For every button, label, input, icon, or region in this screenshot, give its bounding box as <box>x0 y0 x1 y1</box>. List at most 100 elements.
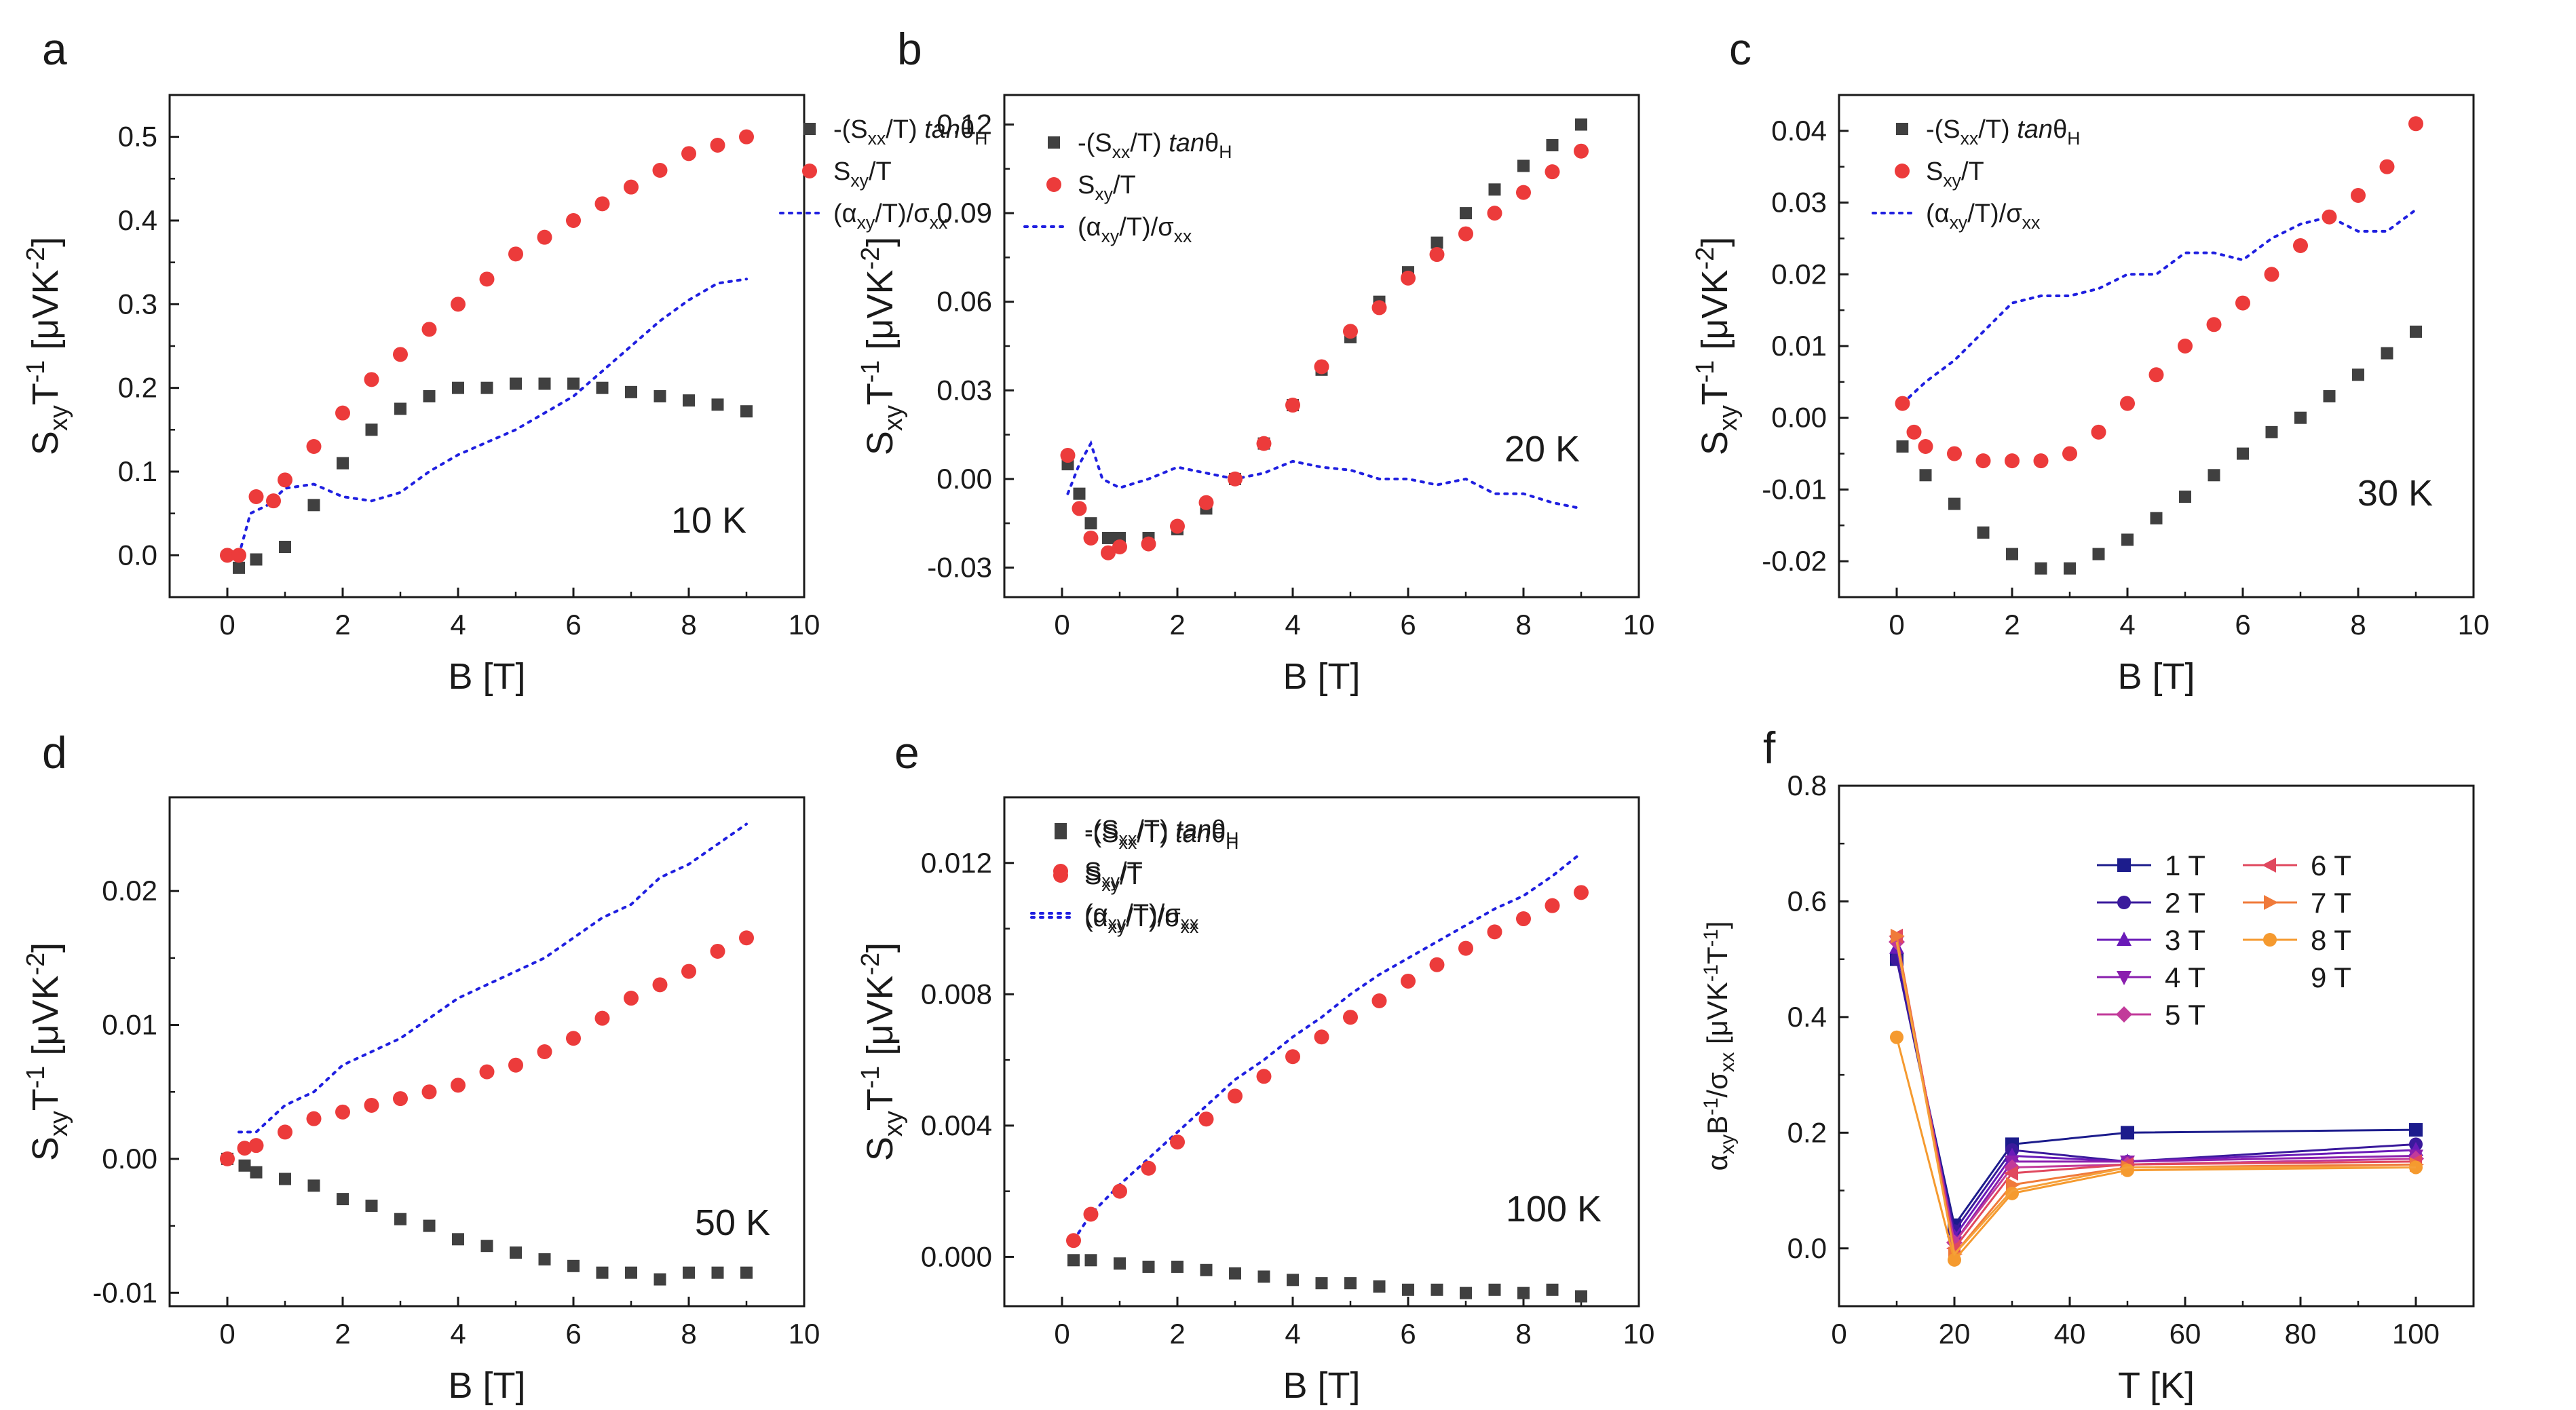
text-span: -1 <box>22 1066 50 1089</box>
series-tan-marker <box>394 402 406 415</box>
series-sxy-marker <box>306 1111 322 1126</box>
y-tick-label: 0.4 <box>1787 1001 1827 1033</box>
text-span: xy <box>1716 1135 1739 1155</box>
text-span: xy <box>1101 871 1120 891</box>
series-sxy-marker <box>248 489 264 504</box>
x-tick-label: 0 <box>1054 609 1069 641</box>
text-span: S <box>25 431 66 455</box>
series-sxy-marker <box>451 1078 466 1093</box>
series-tan-marker <box>625 1266 637 1279</box>
text-span: T <box>25 383 66 405</box>
plot-frame <box>168 796 806 1308</box>
text-span: xx <box>2022 212 2041 233</box>
y-tick-label: 0.02 <box>1771 258 1827 290</box>
text-span: ] <box>1694 237 1735 247</box>
series-tan-marker <box>1431 236 1443 249</box>
series-sxy-marker <box>2005 453 2020 469</box>
x-tick-label: 6 <box>1400 609 1416 641</box>
text-span: xy <box>45 405 73 431</box>
text-span: ] <box>25 237 66 247</box>
series-sxy-marker <box>1314 359 1329 375</box>
text-span: -(S <box>1078 129 1112 157</box>
series-tan-marker <box>1575 1290 1587 1303</box>
text-span: -(S <box>1084 820 1119 848</box>
text-span: [μVK <box>860 270 901 360</box>
series-tan-marker <box>510 1246 522 1259</box>
text-span: T <box>1694 383 1735 405</box>
text-span: -2 <box>856 247 885 270</box>
temperature-label: 100 K <box>1506 1189 1602 1230</box>
data-point <box>2409 1123 2423 1137</box>
x-axis-label: B [T] <box>1283 656 1360 697</box>
x-tick-label: 4 <box>2119 609 2135 641</box>
series-sxy-marker <box>2235 295 2250 311</box>
text-span: xx <box>868 128 886 149</box>
series-sxy-marker <box>393 1091 408 1107</box>
x-tick-label: 2 <box>2004 609 2020 641</box>
text-span: xx <box>1119 833 1137 853</box>
text-span: /T <box>1120 862 1143 890</box>
series-sxy-marker <box>2322 209 2337 225</box>
series-sxy-marker <box>1401 973 1416 989</box>
series-sxy-marker <box>1141 1160 1156 1176</box>
series-tan-marker <box>1344 1277 1357 1290</box>
x-tick-label: 0 <box>219 609 235 641</box>
series-sxy-marker <box>220 1151 235 1166</box>
series-tan-marker <box>337 457 349 470</box>
text-span: /σ <box>1701 1072 1733 1098</box>
series-sxy-marker <box>1112 539 1127 554</box>
series-tan-marker <box>250 553 263 566</box>
series-sxy-marker <box>1458 940 1473 956</box>
legend-label: 5 T <box>2165 999 2205 1031</box>
series-tan-marker <box>423 1219 436 1232</box>
y-tick-label: -0.03 <box>927 551 992 583</box>
series-tan-marker <box>1315 1277 1328 1290</box>
y-tick-label: 0.4 <box>118 204 157 236</box>
text-span: S <box>1926 157 1943 186</box>
plot-frame <box>1838 784 2475 1308</box>
series-sxy-marker <box>2379 159 2395 174</box>
legend-label-alpha: (αxy/T)/σxx <box>1078 213 1192 246</box>
series-tan-marker <box>452 1233 464 1246</box>
series-tan-marker <box>365 423 378 436</box>
series-tan-marker <box>1546 1283 1559 1296</box>
series-line <box>1895 959 2417 1228</box>
legend-label: 3 T <box>2165 924 2205 956</box>
text-span: xy <box>1101 226 1120 246</box>
text-span: θ <box>2053 115 2067 144</box>
y-tick-label: 0.02 <box>102 875 157 907</box>
text-span: [μVK <box>860 976 901 1066</box>
text-span: /T) <box>1978 115 2017 144</box>
series-sxy-marker <box>1516 911 1531 927</box>
x-tick-label: 10 <box>789 1318 820 1350</box>
text-span: S <box>1084 862 1101 890</box>
series-sxy-marker <box>1429 247 1445 263</box>
series-sxy-marker <box>710 943 725 959</box>
series-sxy-marker <box>335 405 350 421</box>
series-tan-marker <box>1229 1267 1241 1280</box>
legend-label-sxy: Sxy/T <box>1078 171 1136 204</box>
series-tan-marker <box>1575 118 1587 131</box>
text-span: xy <box>1943 170 1961 191</box>
text-span: -1 <box>856 360 885 383</box>
legend-square-icon <box>803 123 816 135</box>
legend-square-icon <box>1048 136 1060 149</box>
series-tan-marker <box>683 394 695 407</box>
x-tick-label: 4 <box>1285 1318 1300 1350</box>
series-sxy-marker <box>306 439 322 454</box>
temperature-label: 20 K <box>1504 429 1580 470</box>
series-sxy-marker <box>1314 1029 1329 1045</box>
series-sxy-marker <box>1170 1135 1185 1150</box>
series-tan-marker <box>365 1199 378 1212</box>
series-sxy-marker <box>1101 545 1116 560</box>
text-span: S <box>860 1137 901 1161</box>
text-span: θ <box>1205 129 1219 157</box>
series-sxy-marker <box>278 1124 292 1140</box>
series-sxy-marker <box>278 472 292 488</box>
x-tick-label: 6 <box>565 1318 581 1350</box>
text-span: /T <box>1120 858 1143 886</box>
series-tan-marker <box>1073 487 1086 500</box>
series-0 <box>1890 952 2423 1232</box>
series-sxy-marker <box>2033 453 2049 469</box>
y-axis-label: SxyT-1 [μVK-2] <box>22 237 73 455</box>
